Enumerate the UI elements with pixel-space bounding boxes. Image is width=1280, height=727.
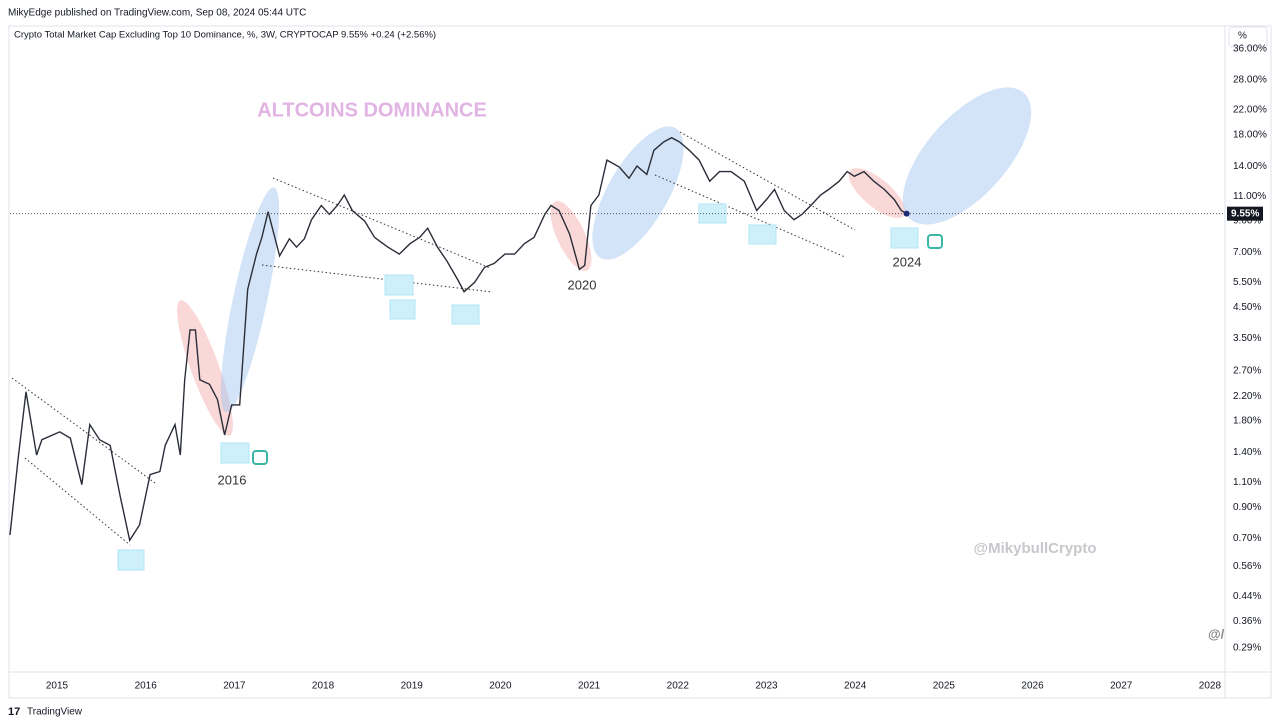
blue-ellipse (902, 87, 1032, 225)
last-point (903, 210, 910, 217)
x-tick-label: 2021 (578, 681, 601, 692)
y-tick-label: 14.00% (1233, 161, 1267, 172)
plot: 0.29% 0.36% 0.44% 0.56% 0.70% 0.90% 1.10% 1.40%… (9, 43, 1267, 692)
trend-line (654, 174, 846, 258)
y-tick-label: 5.50% (1233, 277, 1261, 288)
trend-line (679, 131, 856, 231)
last-price-badge (1227, 206, 1263, 221)
watermark-mark: @/ (1208, 626, 1225, 641)
signal-marker (384, 274, 414, 296)
x-tick-label: 2024 (844, 681, 867, 692)
red-ellipse (550, 201, 592, 271)
publisher-line: MikyEdge published on TradingView.com, S… (8, 8, 306, 19)
x-tick-label: 2025 (933, 681, 956, 692)
annotation-year: 2024 (893, 254, 922, 269)
signal-marker (220, 442, 250, 464)
x-tick-label: 2017 (223, 681, 246, 692)
y-tick-label: 0.56% (1233, 561, 1261, 572)
y-tick-label: 11.00% (1233, 191, 1266, 202)
trend-line (272, 177, 491, 269)
red-ellipse (177, 300, 233, 436)
symbol-header: Crypto Total Market Cap Excluding Top 10… (14, 30, 436, 41)
signal-marker (890, 227, 919, 249)
drawings (11, 87, 1032, 571)
signal-marker (389, 299, 416, 320)
trend-line (11, 377, 156, 484)
y-tick-label: 1.80% (1233, 416, 1261, 427)
y-tick-label: 0.44% (1233, 591, 1261, 602)
y-tick-label: 18.00% (1233, 130, 1267, 141)
y-tick-label: 2.70% (1233, 365, 1261, 376)
x-tick-label: 2018 (312, 681, 335, 692)
x-tick-label: 2022 (667, 681, 690, 692)
y-tick-label: 7.00% (1233, 247, 1261, 258)
footer-logo: 17 (8, 706, 20, 718)
x-tick-label: 2027 (1110, 681, 1133, 692)
y-tick-label: 4.50% (1233, 302, 1261, 313)
x-tick-label: 2026 (1021, 681, 1044, 692)
y-tick-label: 0.70% (1233, 533, 1261, 544)
signal-marker (451, 304, 480, 325)
chart-frame (8, 25, 1272, 699)
blue-ellipse (592, 126, 684, 260)
last-price-label: 9.55% (1231, 208, 1259, 219)
scale-button-label[interactable]: % (1238, 31, 1247, 42)
y-tick-label: 0.29% (1233, 643, 1261, 654)
hand-icon (927, 234, 943, 249)
annotation-year: 2016 (218, 472, 247, 487)
y-tick-label: 1.40% (1233, 447, 1261, 458)
x-tick-label: 2019 (401, 681, 424, 692)
trend-line (261, 264, 493, 293)
red-ellipse (848, 168, 906, 218)
trend-line (24, 457, 131, 546)
x-tick-label: 2028 (1199, 681, 1222, 692)
footer-brand: TradingView (27, 707, 83, 718)
x-tick-label: 2015 (46, 681, 69, 692)
x-tick-label: 2016 (135, 681, 158, 692)
annotation-title: ALTCOINS DOMINANCE (257, 99, 487, 121)
signal-marker (748, 224, 777, 245)
price-line (9, 136, 907, 543)
y-tick-label: 1.10% (1233, 477, 1261, 488)
blue-ellipse (220, 187, 280, 413)
y-tick-label: 9.00% (1233, 216, 1261, 227)
y-tick-label: 22.00% (1233, 105, 1267, 116)
annotation-year: 2020 (568, 277, 597, 292)
hand-icon (252, 450, 268, 465)
y-tick-label: 0.36% (1233, 616, 1261, 627)
scale-button[interactable] (1228, 26, 1268, 48)
x-tick-label: 2023 (755, 681, 778, 692)
x-tick-label: 2020 (489, 681, 512, 692)
y-tick-label: 2.20% (1233, 391, 1261, 402)
y-tick-label: 0.90% (1233, 502, 1261, 513)
y-tick-label: 36.00% (1233, 43, 1267, 54)
signal-marker (117, 549, 145, 571)
y-tick-label: 28.00% (1233, 75, 1267, 86)
watermark: @MikybullCrypto (974, 540, 1097, 557)
y-tick-label: 3.50% (1233, 333, 1261, 344)
